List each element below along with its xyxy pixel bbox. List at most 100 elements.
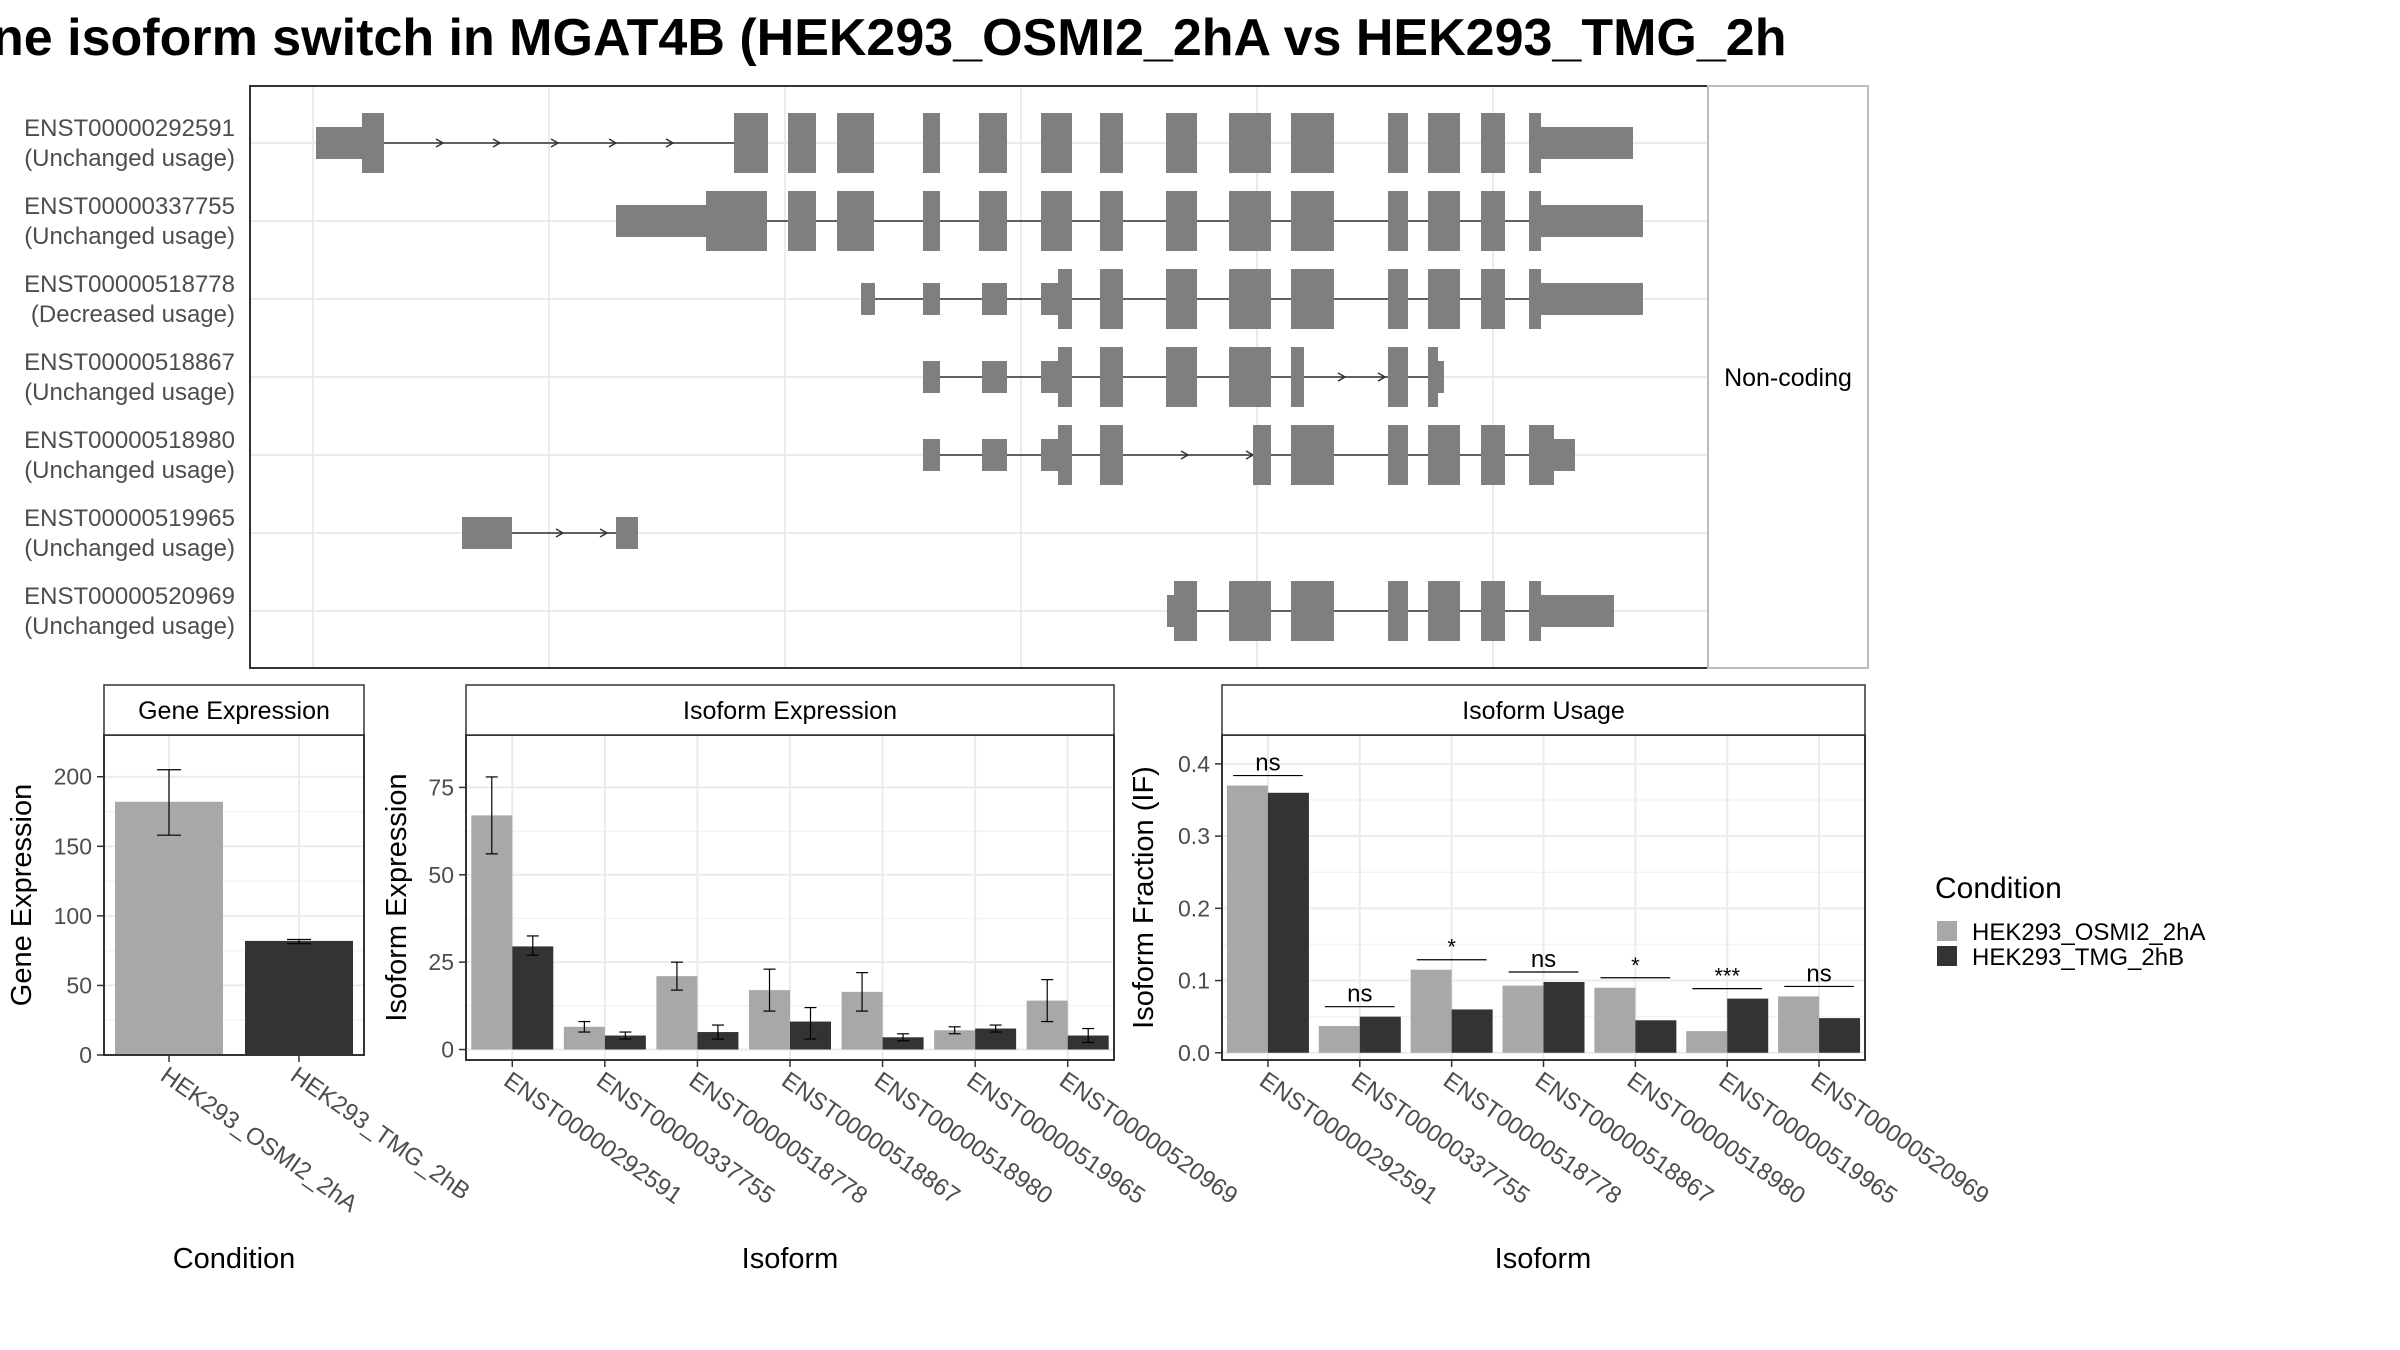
transcript-id-label: ENST00000518778: [24, 271, 235, 298]
transcript-usage-label: (Unchanged usage): [24, 379, 235, 406]
exon: [1229, 581, 1271, 641]
panel-title: Gene Expression: [138, 697, 330, 725]
transcript-row: ENST00000337755 (Unchanged usage): [24, 191, 1643, 251]
transcript-row: ENST00000518778 (Decreased usage): [24, 269, 1643, 329]
panel-title: Isoform Expression: [683, 697, 897, 725]
significance-label: ns: [1531, 946, 1556, 973]
exon: [923, 283, 940, 315]
exon: [1058, 425, 1072, 485]
legend-title: Condition: [1935, 872, 2062, 905]
exon: [1388, 191, 1408, 251]
exon: [1428, 425, 1460, 485]
significance-label: ***: [1714, 964, 1740, 989]
transcript-usage-label: (Unchanged usage): [24, 223, 235, 250]
transcript-usage-label: (Unchanged usage): [24, 535, 235, 562]
y-tick-label: 100: [54, 903, 92, 929]
exon: [1041, 191, 1072, 251]
significance-label: *: [1631, 953, 1640, 978]
bar: [1226, 785, 1268, 1053]
exon: [1529, 425, 1554, 485]
significance-label: ns: [1347, 981, 1372, 1008]
bar: [1819, 1018, 1861, 1053]
exon: [462, 517, 512, 549]
exon: [1529, 581, 1541, 641]
transcript-usage-label: (Unchanged usage): [24, 457, 235, 484]
exon: [1041, 361, 1058, 393]
exon: [1388, 425, 1408, 485]
bar: [1727, 998, 1769, 1053]
exon: [1291, 425, 1334, 485]
exon: [1481, 269, 1505, 329]
exon: [616, 517, 638, 549]
exon: [1481, 581, 1505, 641]
exon: [923, 191, 940, 251]
transcript-structure-panel: ENST00000292591(Unchanged usage)ENST0000…: [24, 85, 1869, 669]
bar: [697, 1032, 739, 1050]
bar: [245, 940, 353, 1055]
bar: [1267, 792, 1309, 1053]
y-tick-label: 150: [54, 833, 92, 859]
exon: [1100, 425, 1123, 485]
exon: [1481, 191, 1505, 251]
exon: [316, 127, 362, 159]
y-axis-title: Isoform Fraction (IF): [1128, 766, 1160, 1029]
exon: [706, 191, 767, 251]
y-tick-label: 0: [79, 1042, 92, 1068]
transcript-id-label: ENST00000520969: [24, 583, 235, 610]
bar: [1686, 1031, 1728, 1053]
legend-swatch-tmg: [1937, 946, 1957, 966]
exon: [1388, 113, 1408, 173]
transcript-id-label: ENST00000519965: [24, 505, 235, 532]
transcript-id-label: ENST00000292591: [24, 115, 235, 142]
y-tick-label: 0: [441, 1037, 454, 1063]
legend-label-tmg: HEK293_TMG_2hB: [1972, 944, 2184, 971]
x-axis-title: Condition: [173, 1243, 296, 1275]
legend-swatch-osmi: [1937, 921, 1957, 941]
exon: [1041, 283, 1058, 315]
exon: [1541, 205, 1643, 237]
transcript-row: ENST00000518980 (Unchanged usage): [24, 425, 1575, 485]
transcript-row: ENST00000292591 (Unchanged usage): [24, 113, 1633, 173]
exon: [1428, 113, 1460, 173]
exon: [982, 439, 1007, 471]
exon: [1291, 191, 1334, 251]
transcript-usage-label: (Unchanged usage): [24, 145, 235, 172]
transcript-row: ENST00000519965 (Unchanged usage): [24, 505, 638, 562]
bar: [1635, 1020, 1677, 1053]
exon: [1554, 439, 1575, 471]
bar: [1359, 1016, 1401, 1053]
bar: [1410, 969, 1452, 1053]
direction-arrow: [1337, 372, 1347, 382]
y-tick-label: 50: [428, 862, 454, 888]
exon: [1166, 347, 1197, 407]
direction-arrow: [599, 528, 609, 538]
y-axis-title: Gene Expression: [6, 784, 38, 1006]
exon: [1229, 347, 1271, 407]
direction-arrow: [608, 138, 618, 148]
y-tick-label: 0.4: [1178, 751, 1210, 777]
isoform-expression-panel: Isoform Expression0255075ENST00000292591…: [381, 684, 1242, 1275]
bar: [975, 1028, 1017, 1050]
exon: [1388, 347, 1408, 407]
bar: [1594, 987, 1636, 1053]
x-axis-title: Isoform: [1495, 1243, 1592, 1275]
exon: [1167, 595, 1174, 627]
figure-title: ne isoform switch in MGAT4B (HEK293_OSMI…: [0, 9, 1786, 67]
exon: [1291, 347, 1304, 407]
y-tick-label: 50: [66, 972, 92, 998]
exon: [979, 191, 1007, 251]
exon: [982, 283, 1007, 315]
bar: [604, 1035, 646, 1050]
y-axis-title: Isoform Expression: [381, 773, 413, 1021]
transcript-usage-label: (Unchanged usage): [24, 613, 235, 640]
exon: [837, 191, 874, 251]
exon: [1529, 113, 1541, 173]
bar: [934, 1030, 976, 1050]
direction-arrow: [1377, 372, 1387, 382]
y-tick-label: 0.2: [1178, 895, 1210, 921]
exon: [362, 113, 384, 173]
exon: [1229, 113, 1271, 173]
transcript-usage-label: (Decreased usage): [31, 301, 235, 328]
direction-arrow: [555, 528, 565, 538]
gene-expression-panel: Gene Expression050100150200HEK293_OSMI2_…: [6, 684, 475, 1275]
